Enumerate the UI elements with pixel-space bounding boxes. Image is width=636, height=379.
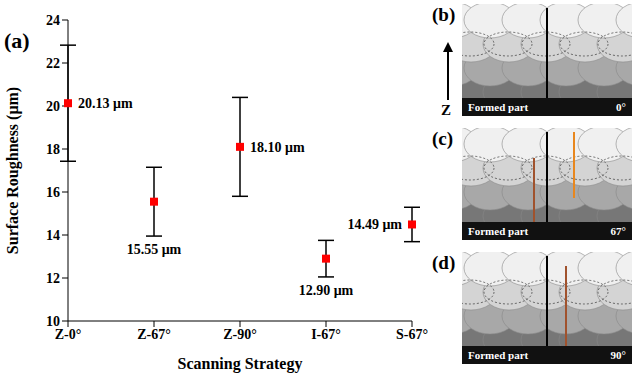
svg-text:67°: 67° (611, 225, 626, 237)
svg-text:12: 12 (46, 271, 60, 286)
html-text:(a): (a) (4, 28, 30, 53)
svg-text:14: 14 (46, 228, 60, 243)
svg-text:24: 24 (46, 13, 60, 28)
svg-text:90°: 90° (611, 349, 626, 361)
svg-text:0°: 0° (616, 101, 626, 113)
svg-text:22: 22 (46, 56, 60, 71)
html-text:(b): (b) (432, 4, 456, 25)
svg-text:Surface Roughness (μm): Surface Roughness (μm) (4, 87, 22, 254)
svg-text:Formed part: Formed part (468, 101, 529, 113)
svg-text:20.13 μm: 20.13 μm (78, 96, 133, 111)
svg-text:Z-67°: Z-67° (137, 327, 171, 342)
svg-text:Formed part: Formed part (468, 349, 529, 361)
svg-text:20: 20 (46, 99, 60, 114)
html-text:(d): (d) (432, 252, 456, 273)
svg-text:10: 10 (46, 314, 60, 329)
svg-text:S-67°: S-67° (396, 327, 428, 342)
svg-text:Z-0°: Z-0° (55, 327, 82, 342)
html-text:Z: Z (441, 102, 451, 118)
svg-text:12.90 μm: 12.90 μm (299, 283, 354, 298)
svg-text:I-67°: I-67° (311, 327, 341, 342)
svg-text:18: 18 (46, 142, 60, 157)
svg-text:Scanning Strategy: Scanning Strategy (178, 355, 303, 373)
svg-text:15.55 μm: 15.55 μm (127, 242, 182, 257)
svg-text:Z-90°: Z-90° (223, 327, 257, 342)
html-text:(c): (c) (432, 128, 454, 149)
svg-text:Formed part: Formed part (468, 225, 529, 237)
svg-text:14.49 μm: 14.49 μm (347, 217, 402, 232)
svg-text:16: 16 (46, 185, 60, 200)
svg-text:18.10 μm: 18.10 μm (250, 140, 305, 155)
